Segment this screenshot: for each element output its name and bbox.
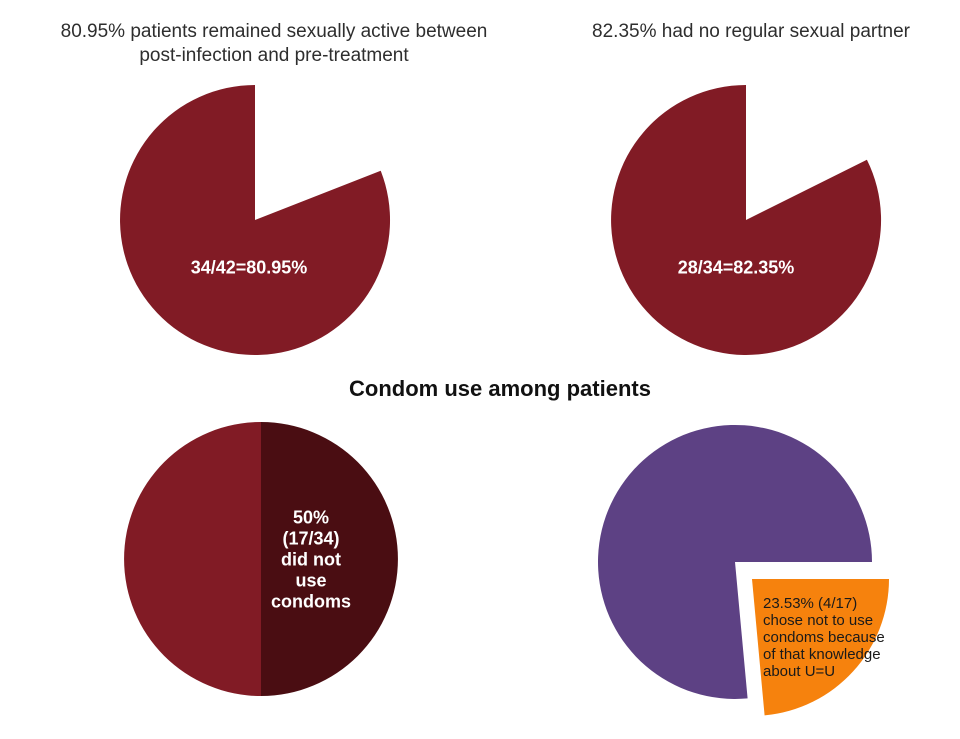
pie3-slice-label: 50% (17/34) did not use condoms: [270, 507, 352, 612]
pie-condom-use: [124, 422, 398, 696]
pie-slice-chose-not-to-use-because-of-u-equals-u: [752, 579, 889, 716]
pie-uu-knowledge: [598, 424, 889, 716]
pie-no-regular-partner: [611, 85, 882, 355]
pie-slice-remained-sexually-active: [120, 85, 391, 356]
title-no-regular-partner: 82.35% had no regular sexual partner: [592, 21, 910, 42]
title-sexually-active: 80.95% patients remained sexually active…: [60, 21, 488, 66]
section-heading-condom-use: Condom use among patients: [349, 376, 651, 401]
pie-slice-used-condoms: [124, 422, 262, 696]
pie-slice-other-reasons: [598, 424, 872, 699]
pie2-slice-label: 28/34=82.35%: [677, 257, 795, 278]
pie-slice-no-regular-partner: [611, 85, 882, 355]
pie-slice-did-not-use-condoms: [261, 422, 398, 696]
pie4-slice-label: 23.53% (4/17) chose not to use condoms b…: [763, 595, 885, 680]
pie1-slice-label: 34/42=80.95%: [190, 257, 308, 278]
pie-sexually-active: [120, 85, 391, 356]
